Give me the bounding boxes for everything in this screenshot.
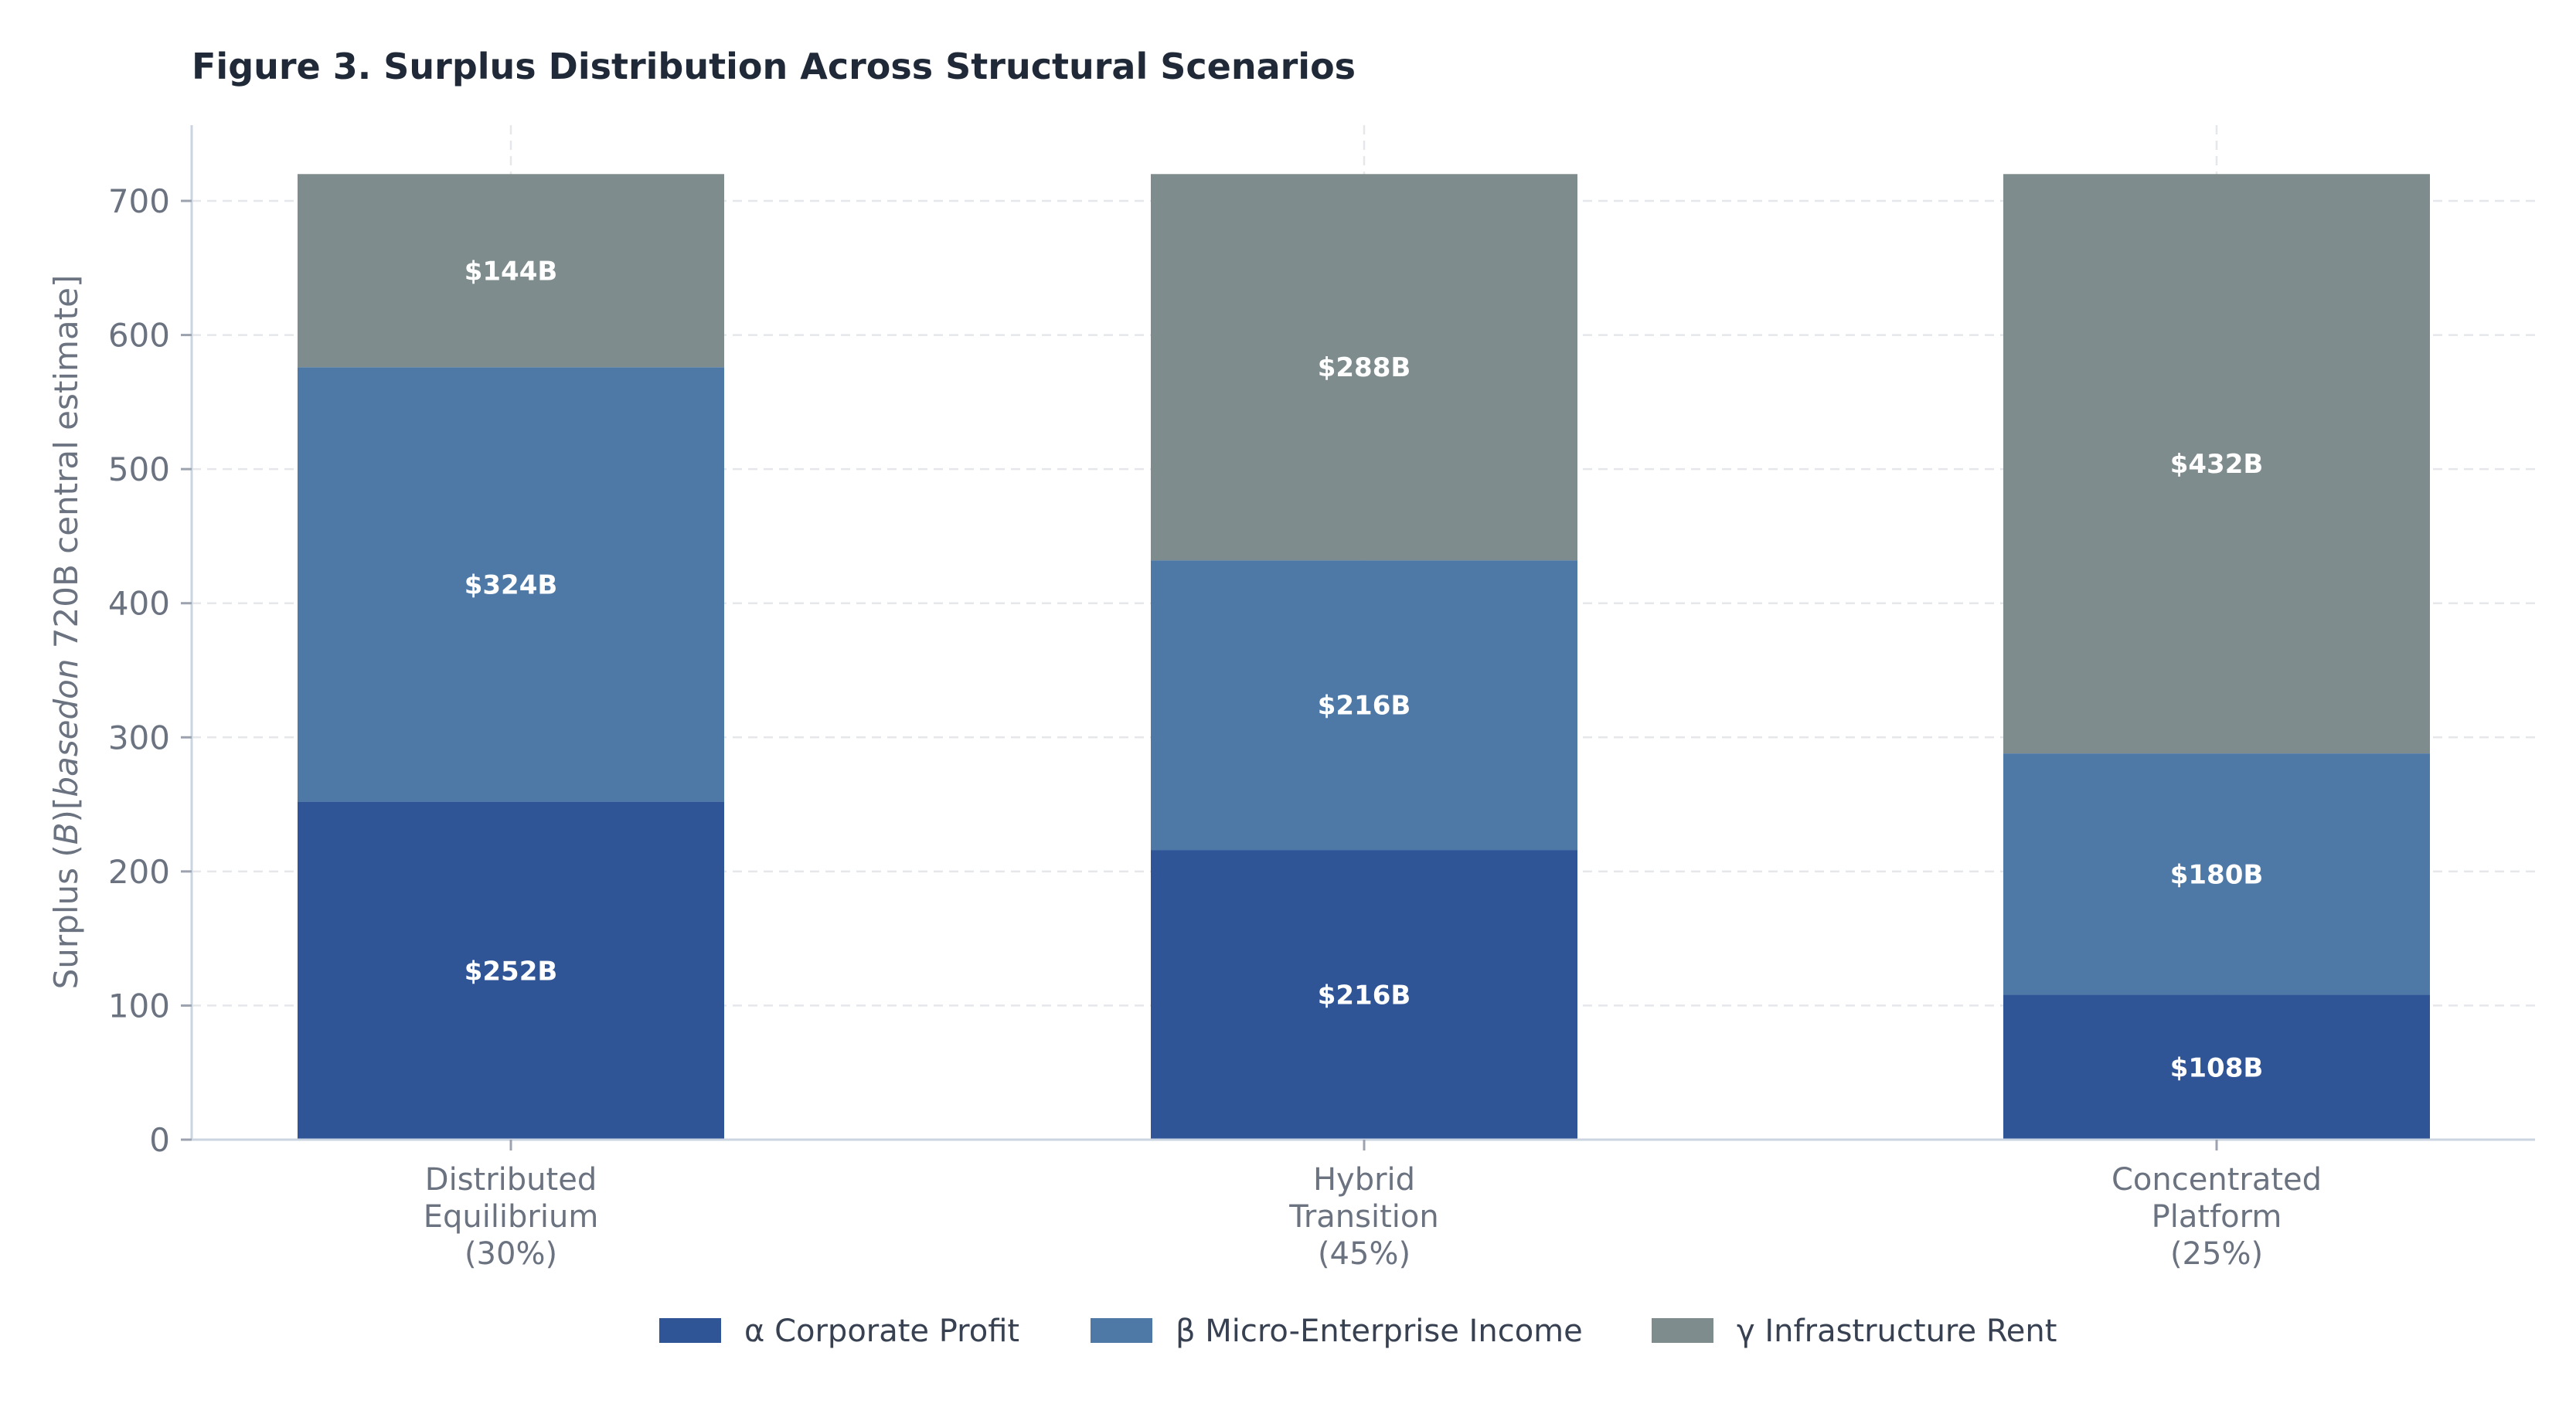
legend-swatch [1652, 1318, 1713, 1343]
bar-data-label: $180B [2170, 859, 2264, 890]
y-tick-label: 700 [108, 182, 170, 220]
y-axis-title: Surplus (B)[basedon 720B central estimat… [47, 275, 85, 990]
x-tick-label-line: Concentrated [2112, 1162, 2322, 1198]
bar-segment [298, 174, 724, 368]
x-tick-label: Distributed Equilibrium (30%) [424, 1162, 599, 1272]
x-tick-label-line: (45%) [1318, 1236, 1411, 1272]
legend-swatch [659, 1318, 721, 1343]
y-axis-title-part: B [47, 822, 85, 845]
legend-swatch [1091, 1318, 1152, 1343]
y-tick-label: 0 [149, 1121, 170, 1159]
x-tick-label-line: Distributed [425, 1162, 597, 1198]
x-tick-label-line: (30%) [464, 1236, 557, 1272]
y-axis-title-part: 720B central estimate] [47, 275, 85, 659]
x-tick-label-line: Hybrid [1313, 1162, 1415, 1198]
y-tick-label: 200 [108, 853, 170, 891]
bar-segment [1151, 560, 1577, 851]
bar-data-label: $252B [464, 956, 558, 987]
y-axis-title-part: )[ [47, 797, 85, 823]
axes: 0 100 200 300 400 500 600 700 Distributed Equilib… [47, 125, 2535, 1272]
x-tick-label: Hybrid Transition (45%) [1288, 1162, 1438, 1272]
x-tick-label-line: Equilibrium [424, 1199, 599, 1235]
y-axis-title-part: basedon [47, 659, 85, 797]
bar-segment [2003, 753, 2430, 995]
x-tick-label-line: Transition [1288, 1199, 1438, 1235]
x-tick-label-line: (25%) [2170, 1236, 2263, 1272]
bar-segment [298, 801, 724, 1140]
y-tick-label: 500 [108, 450, 170, 488]
bar-segment [2003, 174, 2430, 754]
bar-data-label: $216B [1318, 980, 1411, 1011]
bar-stacks [298, 174, 2430, 1140]
y-tick-label: 300 [108, 719, 170, 756]
bar-data-label: $108B [2170, 1052, 2264, 1083]
bar-data-label: $288B [1318, 352, 1411, 383]
x-tick-label-line: Platform [2152, 1199, 2282, 1235]
bar-segment [1151, 850, 1577, 1140]
bar-data-label: $324B [464, 569, 558, 600]
legend-entry: α Corporate Profit [744, 1314, 1019, 1349]
bar-segment [298, 367, 724, 802]
legend: α Corporate Profit β Micro-Enterprise Inc… [659, 1314, 2057, 1349]
y-tick-label: 600 [108, 317, 170, 355]
y-tick-label: 400 [108, 585, 170, 623]
x-tick-label: Concentrated Platform (25%) [2112, 1162, 2322, 1272]
legend-entry: β Micro-Enterprise Income [1176, 1314, 1583, 1349]
bar-data-label: $144B [464, 256, 558, 287]
bar-segment [1151, 174, 1577, 561]
bar-segment [2003, 994, 2430, 1140]
legend-entry: γ Infrastructure Rent [1737, 1314, 2057, 1349]
y-axis-title-part: Surplus ( [47, 845, 85, 989]
chart-title: Figure 3. Surplus Distribution Across St… [192, 46, 1356, 87]
bar-data-label: $432B [2170, 449, 2264, 480]
y-tick-label: 100 [108, 987, 170, 1025]
bar-data-label: $216B [1318, 691, 1411, 722]
data-labels: $252B $324B $144B $216B $216B $288B $108B $180B… [464, 256, 2264, 1083]
